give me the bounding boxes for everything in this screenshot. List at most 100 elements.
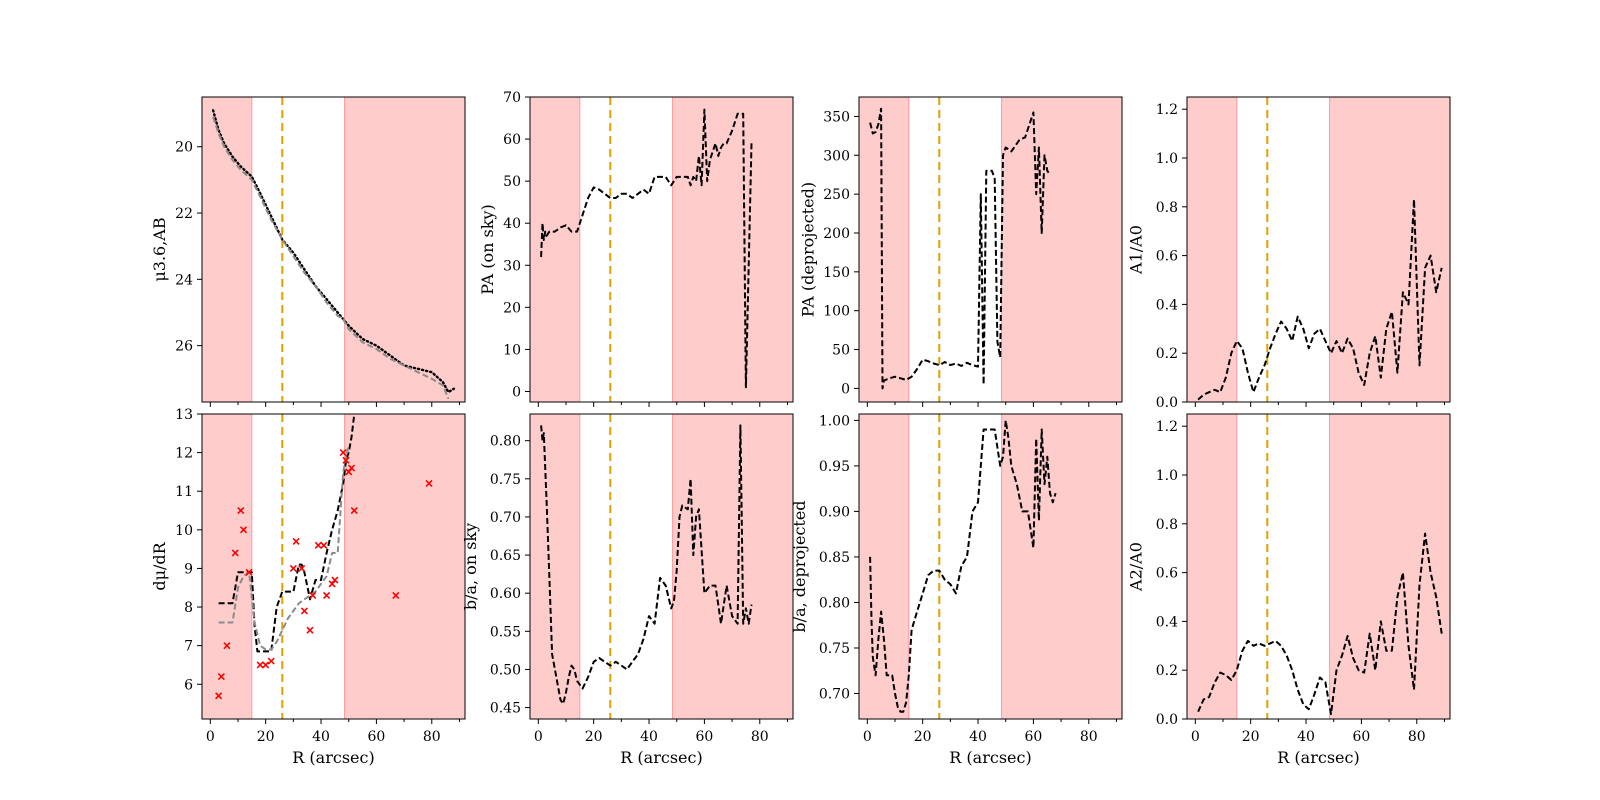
marker-point	[256, 661, 264, 669]
marker-point	[342, 456, 350, 464]
y-tick-label: 0.8	[1156, 517, 1178, 533]
y-tick-label: 10	[503, 342, 521, 358]
y-tick-label: 60	[503, 132, 521, 148]
y-tick-label: 300	[823, 148, 850, 164]
shaded-region-1	[344, 414, 465, 719]
panel-ba_sky: 0.45 0.50 0.55 0.60 0.65 0.70 0.75 0.80 0 20 40 60 8…	[461, 413, 794, 767]
plot-area	[530, 414, 793, 719]
series-line-1	[218, 444, 350, 651]
x-tick-label: 80	[1080, 729, 1098, 745]
marker-point	[217, 672, 225, 681]
y-tick-label: 22	[175, 206, 193, 222]
y-tick-label: 350	[823, 109, 850, 125]
shaded-region-0	[1187, 97, 1237, 402]
y-tick-label: 0.90	[819, 504, 850, 520]
marker-point	[347, 464, 356, 472]
y-tick-label: 50	[832, 343, 850, 359]
plot-area	[202, 97, 465, 402]
y-tick-label: 1.0	[1156, 151, 1178, 167]
y-tick-label: 0.45	[490, 701, 521, 717]
y-tick-label: 0.6	[1156, 249, 1178, 265]
shaded-region-1	[344, 97, 465, 402]
x-tick-label: 0	[534, 729, 543, 745]
axes-frame	[529, 96, 794, 403]
y-tick-label: 20	[175, 140, 193, 156]
marker-point	[320, 541, 328, 549]
axes-frame	[1186, 96, 1451, 403]
y-tick-label: 250	[823, 187, 850, 203]
marker-point	[392, 591, 400, 600]
x-tick-label: 0	[206, 729, 215, 745]
y-tick-label: 0	[512, 384, 521, 400]
y-axis-label: A1/A0	[1127, 225, 1146, 275]
y-tick-label: 0.95	[819, 459, 850, 475]
shaded-region-0	[859, 97, 909, 402]
y-tick-label: 0.8	[1156, 200, 1178, 216]
marker-point	[262, 661, 270, 669]
y-tick-label: 0.0	[1156, 395, 1178, 411]
x-tick-label: 40	[312, 729, 330, 745]
y-tick-label: 7	[184, 639, 193, 655]
marker-point	[239, 526, 248, 534]
plot-area	[530, 97, 793, 402]
panel-sb: 20 22 24 26 μ3.6,AB	[150, 96, 466, 407]
shaded-region-1	[672, 97, 793, 402]
axes-frame	[858, 96, 1123, 403]
x-axis-label: R (arcsec)	[949, 748, 1031, 767]
marker-point	[306, 626, 314, 634]
y-axis-label: b/a, on sky	[461, 523, 480, 610]
marker-point	[425, 479, 433, 488]
axes-frame	[201, 96, 466, 403]
y-tick-label: 0.2	[1156, 663, 1178, 679]
marker-point	[223, 642, 231, 650]
marker-point	[300, 607, 308, 615]
plot-area	[1187, 97, 1450, 402]
y-tick-label: 10	[175, 523, 193, 539]
x-tick-label: 20	[257, 729, 275, 745]
y-tick-label: 6	[184, 677, 193, 693]
axes-frame	[201, 413, 466, 720]
y-tick-label: 70	[503, 90, 521, 106]
shaded-region-1	[672, 414, 793, 719]
y-tick-label: 0.60	[490, 586, 521, 602]
x-tick-label: 80	[751, 729, 769, 745]
y-tick-label: 0.75	[490, 472, 521, 488]
y-tick-label: 0.70	[490, 510, 521, 526]
x-tick-label: 20	[1242, 729, 1260, 745]
marker-point	[350, 506, 358, 515]
y-tick-label: 8	[184, 600, 193, 616]
y-tick-label: 30	[503, 258, 521, 274]
shaded-region-0	[530, 414, 580, 719]
y-tick-label: 0.50	[490, 662, 521, 678]
x-axis-label: R (arcsec)	[292, 748, 374, 767]
series-line-0	[540, 108, 753, 389]
y-tick-label: 0.4	[1156, 614, 1178, 630]
shaded-region-0	[859, 414, 909, 719]
plot-area	[202, 414, 465, 719]
y-tick-label: 24	[175, 272, 193, 288]
y-tick-label: 11	[175, 484, 193, 500]
x-tick-label: 20	[914, 729, 932, 745]
y-tick-label: 9	[184, 561, 193, 577]
panel-a2: 0.0 0.2 0.4 0.6 0.8 1.0 1.2 0 20 40 60 80 R (arcsec)…	[1127, 413, 1451, 767]
y-tick-label: 0.4	[1156, 297, 1178, 313]
series-line-0	[1197, 532, 1443, 716]
y-axis-label: b/a, deprojected	[790, 500, 809, 632]
x-axis-label: R (arcsec)	[620, 748, 702, 767]
axes-frame	[529, 413, 794, 720]
x-tick-label: 80	[423, 729, 441, 745]
axes-frame	[858, 413, 1123, 720]
x-tick-label: 80	[1408, 729, 1426, 745]
y-tick-label: 12	[175, 446, 193, 462]
y-tick-label: 1.0	[1156, 468, 1178, 484]
marker-point	[245, 568, 253, 576]
shaded-region-1	[1329, 414, 1450, 719]
y-axis-label: μ3.6,AB	[150, 217, 169, 281]
panel-ba_dep: 0.70 0.75 0.80 0.85 0.90 0.95 1.00 0 20 40 60 80 R (…	[790, 413, 1123, 767]
y-tick-label: 0.75	[819, 641, 850, 657]
y-tick-label: 0.70	[819, 687, 850, 703]
panel-a1: 0.0 0.2 0.4 0.6 0.8 1.0 1.2 A1/A0	[1127, 96, 1451, 411]
y-axis-label: PA (deprojected)	[799, 182, 818, 317]
marker-point	[215, 692, 223, 700]
